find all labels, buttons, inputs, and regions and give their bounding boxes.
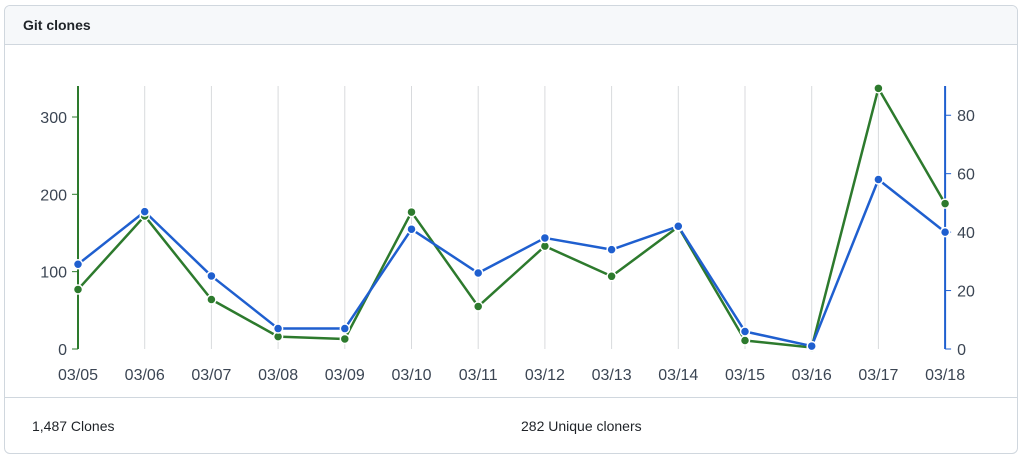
unique-cloners-data-point (472, 267, 484, 279)
clones-data-point (873, 83, 884, 94)
panel-footer: 1,487 Clones 282 Unique cloners (5, 397, 1017, 453)
unique-cloners-data-point (739, 326, 751, 337)
unique-cloners-data-point (939, 226, 951, 238)
x-tick-label: 03/08 (258, 367, 298, 384)
clones-data-point (72, 284, 84, 295)
x-tick-label: 03/15 (725, 367, 765, 384)
clones-series-line (77, 87, 947, 349)
x-tick-label: 03/07 (191, 367, 231, 384)
clones-data-point (739, 335, 751, 346)
x-tick-label: 03/18 (925, 367, 965, 384)
clones-data-point (606, 271, 617, 282)
unique-cloners-data-point (272, 323, 284, 334)
x-tick-label: 03/11 (459, 367, 498, 384)
unique-cloners-data-point (406, 223, 417, 235)
right-tick-label: 0 (957, 342, 966, 359)
clones-chart-svg: 0 100 200 300 0 20 40 60 80 03/05 03/06 03/07 03/08 0… (40, 83, 975, 384)
unique-cloners-data-point (606, 244, 617, 255)
unique-cloners-data-point (206, 270, 217, 282)
right-tick-label: 40 (957, 225, 975, 242)
right-tick-label: 60 (957, 167, 975, 184)
clones-data-point (472, 301, 484, 312)
x-tick-label: 03/17 (858, 367, 898, 384)
git-clones-panel: Git clones 0 100 200 300 0 20 40 60 80 03/05 03/06… (4, 5, 1018, 454)
unique-cloners-stat: 282 Unique cloners (521, 418, 642, 434)
x-tick-label: 03/05 (58, 367, 98, 384)
x-tick-label: 03/06 (125, 367, 165, 384)
unique-cloners-data-point (539, 232, 551, 244)
left-tick-label: 0 (58, 342, 67, 359)
unique-cloners-data-point (139, 206, 150, 217)
right-tick-label: 80 (957, 108, 975, 125)
clones-data-point (406, 206, 417, 218)
x-tick-label: 03/09 (325, 367, 365, 384)
x-tick-label: 03/14 (658, 367, 698, 384)
clones-data-point (939, 198, 951, 209)
unique-cloners-series-line (77, 178, 946, 348)
unique-cloners-data-point (72, 259, 84, 270)
clones-data-point (206, 294, 217, 305)
x-tick-label: 03/16 (792, 367, 832, 384)
x-tick-label: 03/10 (391, 367, 431, 384)
clones-chart: 0 100 200 300 0 20 40 60 80 03/05 03/06 03/07 03/08 0… (5, 45, 1017, 398)
x-tick-label: 03/13 (592, 367, 632, 384)
right-tick-label: 20 (957, 284, 975, 301)
panel-header: Git clones (5, 6, 1017, 45)
total-clones-stat: 1,487 Clones (32, 418, 115, 434)
panel-title: Git clones (23, 17, 91, 33)
unique-cloners-data-point (673, 221, 684, 232)
left-tick-label: 300 (40, 110, 67, 127)
clones-data-point (339, 333, 351, 345)
unique-cloners-data-point (339, 323, 351, 334)
unique-cloners-data-point (873, 174, 884, 185)
left-tick-label: 200 (40, 187, 67, 204)
unique-cloners-data-point (806, 340, 817, 352)
left-tick-label: 100 (40, 265, 67, 282)
x-tick-label: 03/12 (525, 367, 565, 384)
